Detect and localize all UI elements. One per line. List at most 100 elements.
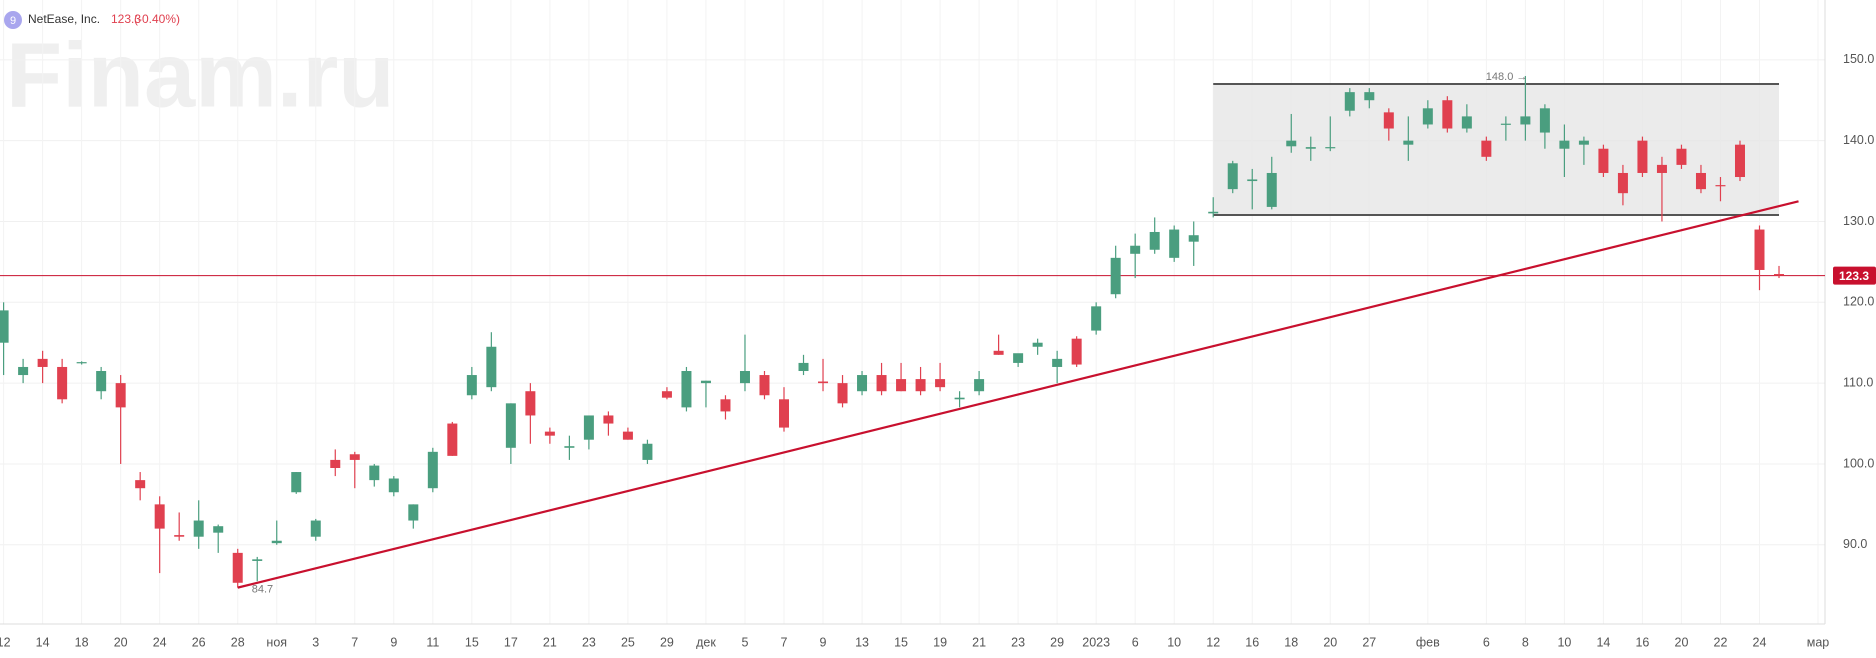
candle-body	[583, 415, 594, 440]
x-tick-label: 22	[1714, 635, 1728, 649]
candle-body	[408, 504, 419, 521]
candle-body	[1637, 140, 1648, 173]
candle-body	[115, 383, 126, 408]
candle-body	[1227, 163, 1238, 190]
candle-body	[1110, 257, 1121, 295]
x-tick-label: мар	[1807, 635, 1830, 649]
candle-body	[1715, 185, 1726, 187]
candle-body	[349, 454, 360, 460]
candle-body	[1539, 108, 1550, 133]
symbol-badge-label: 9	[10, 15, 16, 27]
candle-body	[271, 540, 282, 544]
candle-body	[76, 362, 87, 364]
candle-body	[1676, 148, 1687, 165]
x-tick-label: 15	[465, 635, 479, 649]
channel-box	[1213, 84, 1780, 216]
candle-body	[232, 552, 243, 583]
x-tick-label: 5	[742, 635, 749, 649]
candle-body	[779, 399, 789, 428]
candle-body	[1481, 140, 1492, 157]
candle-body	[857, 375, 868, 392]
candle-body	[798, 362, 809, 372]
candle-body	[1208, 211, 1219, 214]
candle-body	[818, 381, 829, 384]
x-tick-label: 16	[1635, 635, 1649, 649]
header-change: (-0.40%)	[134, 12, 180, 26]
x-tick-label: фев	[1416, 635, 1440, 649]
candle-body	[1266, 172, 1277, 207]
trendline	[237, 200, 1799, 589]
candle-body	[1169, 229, 1180, 258]
x-tick-label: 28	[231, 635, 245, 649]
x-tick-label: 20	[1323, 635, 1337, 649]
x-tick-label: 29	[660, 635, 674, 649]
x-tick-label: 24	[1753, 635, 1767, 649]
candle-body	[388, 478, 399, 493]
candle-body	[1500, 123, 1511, 125]
candle-body	[291, 472, 302, 493]
candle-body	[876, 375, 887, 392]
watermark: Finam.ru	[6, 24, 394, 126]
candle-body	[525, 391, 536, 416]
candle-body	[1754, 229, 1765, 270]
y-tick-label: 140.0	[1843, 133, 1874, 147]
candle-body	[1578, 140, 1589, 145]
candle-body	[486, 346, 497, 388]
x-tick-label: 21	[543, 635, 557, 649]
x-tick-label: 29	[1050, 635, 1064, 649]
candle-body	[1617, 172, 1628, 194]
candle-body	[720, 399, 731, 412]
x-tick-label: дек	[696, 635, 716, 649]
candle-body	[427, 451, 438, 489]
x-tick-label: 19	[933, 635, 947, 649]
x-tick-label: 7	[351, 635, 358, 649]
candle-body	[974, 379, 985, 392]
x-tick-label: 23	[1011, 635, 1025, 649]
candle-body	[1052, 358, 1063, 367]
candle-body	[1422, 108, 1433, 125]
candle-body	[1305, 147, 1316, 149]
candle-body	[622, 431, 633, 440]
candle-body	[993, 350, 1004, 355]
x-tick-label: 9	[820, 635, 827, 649]
candle-body	[954, 397, 965, 400]
x-tick-label: 21	[972, 635, 986, 649]
y-tick-label: 120.0	[1843, 295, 1874, 309]
candle-body	[896, 379, 907, 392]
candle-body	[57, 366, 68, 400]
candle-body	[1383, 112, 1394, 129]
candle-body	[213, 526, 224, 533]
title: NetEase, Inc.	[28, 12, 100, 26]
x-tick-label: 10	[1557, 635, 1571, 649]
candle-body	[1149, 231, 1160, 250]
candle-body	[1774, 274, 1785, 276]
candle-body	[564, 446, 575, 448]
x-tick-label: 11	[426, 635, 439, 649]
x-tick-label: 15	[894, 635, 908, 649]
candle-body	[447, 423, 458, 456]
x-tick-label: 17	[504, 635, 518, 649]
candle-body	[915, 379, 926, 392]
x-tick-label: 20	[1675, 635, 1689, 649]
x-tick-label: 14	[1596, 635, 1610, 649]
candle-body	[544, 431, 555, 436]
candle-body	[252, 559, 263, 561]
y-tick-label: 90.0	[1843, 537, 1867, 551]
candle-body	[135, 480, 146, 489]
x-tick-label: 13	[855, 635, 869, 649]
candle-body	[1071, 338, 1082, 365]
candle-body	[1461, 116, 1472, 129]
candle-body	[1130, 245, 1141, 254]
candle-body	[1442, 100, 1453, 129]
candle-body	[642, 443, 653, 460]
x-tick-label: 20	[114, 635, 128, 649]
symbol-badge	[4, 11, 22, 29]
x-tick-label: 10	[1167, 635, 1181, 649]
x-tick-label: 18	[1284, 635, 1298, 649]
candle-body	[1598, 148, 1609, 173]
x-tick-label: 6	[1483, 635, 1490, 649]
candle-body	[661, 391, 672, 398]
candle-body	[466, 375, 477, 396]
header-price: 123.3	[111, 12, 141, 26]
